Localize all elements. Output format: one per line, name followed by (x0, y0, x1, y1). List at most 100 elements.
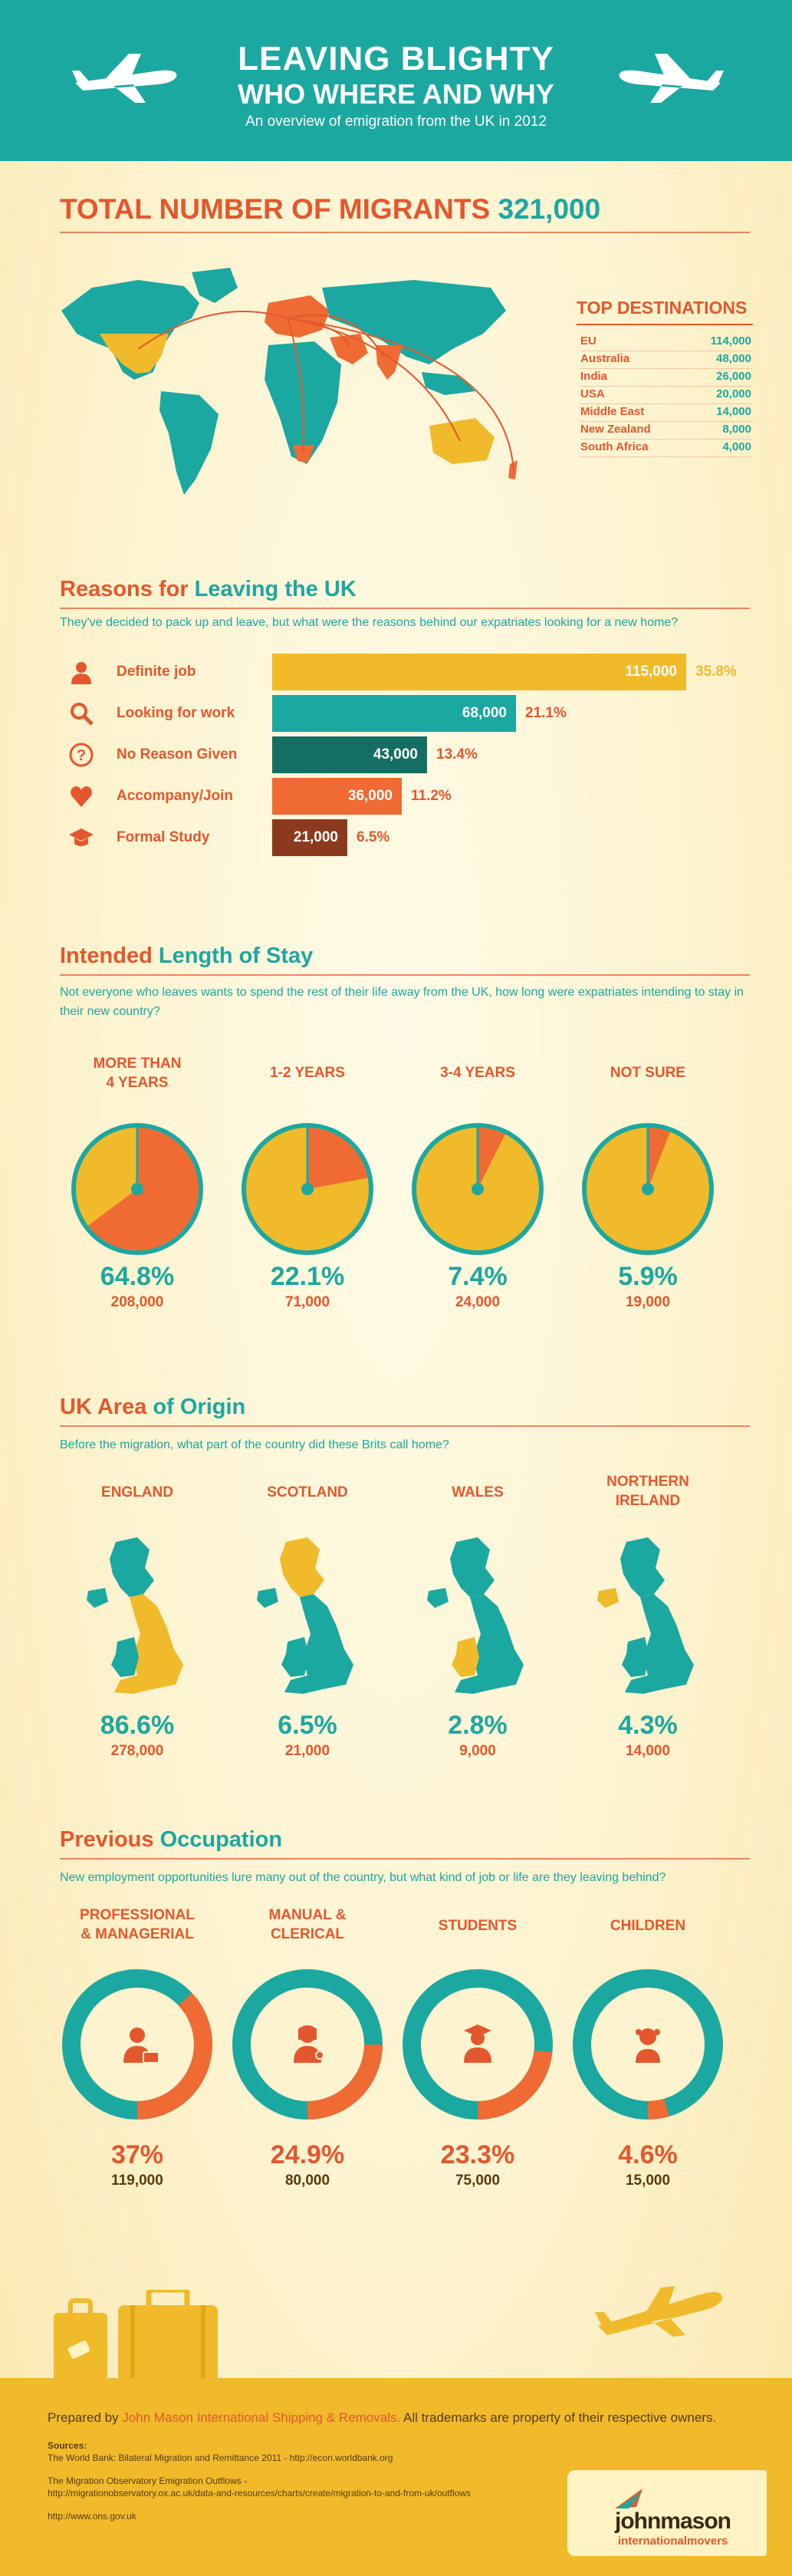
destination-name: USA (580, 387, 605, 400)
reason-row: Accompany/Join 36,000 11.2% (69, 778, 759, 815)
divider (60, 1425, 750, 1427)
donut-segment (62, 1969, 212, 2120)
origin-label-line1: WALES (452, 1484, 504, 1500)
map-australia (429, 418, 495, 464)
map-asia (322, 280, 506, 364)
stay-pie (71, 1123, 203, 1255)
occupation-donut (403, 1969, 553, 2120)
donut-hole (252, 1989, 363, 2100)
origin-label-line1: SCOTLAND (267, 1484, 348, 1500)
stay-column: MORE THAN 4 YEARS 64.8% 208,000 (61, 1055, 214, 1316)
stay-label: NOT SURE (571, 1064, 725, 1083)
map-greenland (192, 268, 238, 303)
origin-label: WALES (401, 1484, 554, 1503)
reason-row: ? No Reason Given 43,000 13.4% (69, 736, 759, 773)
reason-value: 43,000 (373, 746, 418, 763)
reason-row: Definite job 115,000 35.8% (69, 654, 759, 690)
origin-percent: 4.3% (618, 1711, 678, 1740)
origin-column: WALES 2.8% 9,000 (401, 1473, 554, 1764)
source-line: The World Bank: Bilateral Migration and … (48, 2452, 393, 2463)
stay-count: 19,000 (625, 1294, 671, 1310)
uk-map (597, 1537, 694, 1694)
total-migrants-label: TOTAL NUMBER OF MIGRANTS (60, 193, 491, 225)
stay-percent: 7.4% (448, 1262, 508, 1291)
stay-pie (242, 1123, 373, 1255)
map-wales (111, 1637, 139, 1677)
graduation-cap-icon (69, 828, 94, 846)
occupation-donut (573, 1969, 723, 2120)
map-england (455, 1594, 524, 1694)
stay-label-line1: 1-2 YEARS (270, 1065, 345, 1081)
migration-routes (137, 311, 514, 473)
page-title: LEAVING BLIGHTY (238, 40, 554, 77)
stay-heading: Intended Length of Stay (60, 944, 313, 969)
donut-segment (232, 1969, 383, 2120)
source-link[interactable]: http://www.ons.gov.uk (48, 2511, 136, 2522)
divider (577, 324, 753, 325)
page-title-line2: WHO WHERE AND WHY (238, 78, 554, 110)
occupation-label: MANUAL & CLERICAL (231, 1906, 384, 1944)
receptionist-icon (294, 2025, 324, 2063)
source-link[interactable]: http://migrationobservatory.ox.ac.uk/dat… (48, 2488, 472, 2499)
destination-row: India 26,000 (580, 370, 753, 387)
child-icon (636, 2028, 660, 2063)
destination-row: Middle East 14,000 (580, 405, 753, 422)
map-england (284, 1594, 353, 1694)
destination-name: Middle East (580, 405, 645, 418)
map-scotland (620, 1537, 665, 1597)
logo-mark-icon (615, 2489, 642, 2508)
graduate-icon (464, 2024, 491, 2063)
map-wales (622, 1637, 649, 1677)
map-scotland (450, 1537, 495, 1597)
reason-value: 21,000 (293, 829, 338, 845)
map-south-america (159, 391, 219, 495)
footer: Prepared by John Mason International Shi… (0, 2378, 792, 2576)
map-scotland (280, 1537, 324, 1597)
origin-count: 14,000 (625, 1743, 671, 1759)
destination-row: USA 20,000 (580, 387, 753, 404)
pie-center (472, 1183, 484, 1195)
reason-label: Formal Study (117, 829, 210, 845)
world-map (61, 268, 518, 495)
origin-percent: 86.6% (100, 1711, 175, 1740)
divider (60, 1858, 750, 1860)
divider (60, 974, 750, 976)
reason-label: Looking for work (117, 705, 235, 721)
company-link[interactable]: John Mason International Shipping & Remo… (122, 2410, 401, 2425)
occupation-label-line1: STUDENTS (438, 1918, 518, 1934)
occupation-count: 75,000 (455, 2172, 501, 2189)
reason-value: 36,000 (347, 788, 393, 804)
origin-label: SCOTLAND (231, 1484, 384, 1503)
svg-text:?: ? (77, 747, 86, 764)
reason-label: Accompany/Join (117, 788, 234, 804)
occupation-percent: 24.9% (270, 2140, 345, 2169)
prepared-by-label: Prepared by (48, 2410, 123, 2425)
occupation-count: 119,000 (111, 2172, 163, 2189)
donut-hole (82, 1989, 192, 2100)
origin-label-line1: NORTHERN (606, 1474, 689, 1490)
pie-center (642, 1183, 654, 1195)
map-northern-ireland (257, 1588, 278, 1608)
pie-slice (648, 1128, 670, 1189)
destination-value: 14,000 (716, 405, 751, 418)
destination-name: EU (580, 334, 596, 348)
stay-count: 71,000 (284, 1294, 330, 1310)
origin-intro: Before the migration, what part of the c… (60, 1438, 449, 1451)
destination-row: EU 114,000 (580, 334, 753, 351)
prepared-by-line: Prepared by John Mason International Shi… (48, 2410, 716, 2426)
reason-percent: 35.8% (695, 664, 737, 680)
origin-count: 9,000 (459, 1743, 496, 1759)
occupation-label-line2: & MANAGERIAL (81, 1925, 194, 1942)
occupation-percent: 37% (110, 2140, 164, 2169)
map-wales (452, 1637, 479, 1677)
occupation-label: CHILDREN (571, 1917, 725, 1936)
uk-map (87, 1537, 183, 1694)
occupation-label-line2: CLERICAL (270, 1925, 345, 1942)
reasons-heading-a: Reasons for (60, 577, 195, 601)
destination-value: 4,000 (722, 440, 751, 453)
destination-row: Australia 48,000 (580, 352, 753, 369)
reason-value: 115,000 (625, 664, 677, 680)
stay-intro: Not everyone who leaves wants to spend t… (60, 986, 744, 1018)
destination-value: 20,000 (716, 387, 751, 400)
stay-percent: 5.9% (618, 1262, 678, 1291)
